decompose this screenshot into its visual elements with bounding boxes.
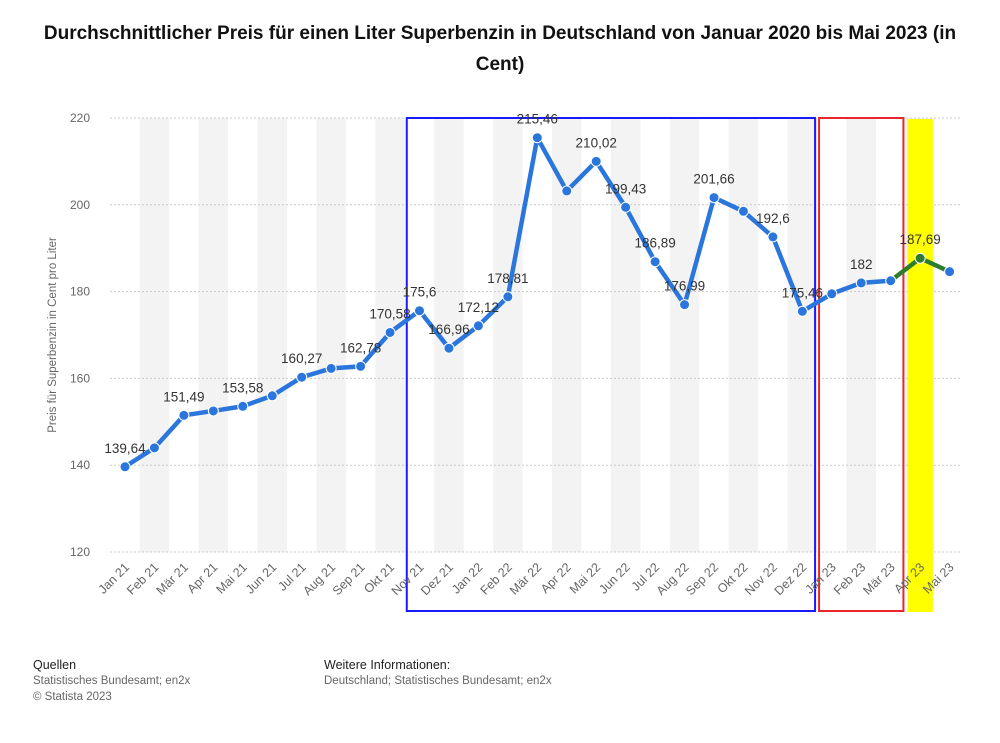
data-point: [472, 320, 484, 332]
x-tick-label: Feb 22: [478, 560, 515, 597]
data-point: [767, 231, 779, 243]
column-band: [198, 118, 229, 552]
data-label: 139,64: [104, 441, 146, 456]
data-label: 178,81: [487, 271, 528, 286]
column-band: [669, 118, 700, 552]
sources-block: Quellen Statistisches Bundesamt; en2x © …: [33, 657, 190, 705]
data-point: [561, 185, 573, 197]
sources-label: Quellen: [33, 658, 77, 672]
data-point: [826, 288, 838, 300]
data-label: 210,02: [576, 135, 617, 150]
x-tick-label: Dez 21: [418, 560, 456, 598]
column-band: [316, 118, 346, 552]
annotation-box: [405, 117, 817, 612]
data-point: [119, 461, 131, 473]
highlight-box: [907, 119, 933, 612]
column-band: [493, 118, 523, 552]
data-point: [148, 442, 160, 454]
x-tick-label: Mär 23: [860, 560, 897, 597]
data-label: 215,46: [517, 112, 558, 127]
x-tick-label: Feb 21: [124, 560, 161, 597]
x-tick-label: Mai 21: [213, 560, 249, 596]
data-label: 160,27: [281, 351, 322, 366]
data-label: 170,58: [369, 306, 410, 321]
data-label: 186,89: [634, 236, 675, 251]
column-band: [139, 118, 170, 552]
data-label: 192,6: [756, 211, 790, 226]
data-point: [708, 192, 720, 204]
data-label: 172,12: [458, 300, 499, 315]
data-point: [855, 277, 867, 289]
column-band: [787, 118, 818, 552]
info-text: Deutschland; Statistisches Bundesamt; en…: [324, 675, 552, 687]
annotation-box: [818, 117, 905, 612]
data-point: [796, 305, 808, 317]
data-point: [237, 400, 249, 412]
y-tick-label: 180: [70, 285, 90, 299]
column-band: [728, 118, 759, 552]
y-axis-label: Preis für Superbenzin in Cent pro Liter: [47, 237, 59, 433]
data-point: [531, 132, 543, 144]
data-point: [737, 205, 749, 217]
chart-title: Durchschnittlicher Preis für einen Liter…: [43, 23, 957, 75]
x-tick-label: Jun 21: [243, 560, 279, 596]
sources-text: Statistisches Bundesamt; en2x: [33, 675, 191, 687]
data-point: [944, 266, 956, 278]
x-tick-label: Jun 22: [596, 560, 632, 596]
x-tick-label: Sep 22: [683, 560, 721, 598]
x-tick-label: Mai 22: [567, 560, 603, 596]
data-label: 153,58: [222, 380, 263, 395]
info-block: Weitere Informationen: Deutschland; Stat…: [324, 657, 552, 689]
y-tick-label: 120: [70, 545, 90, 559]
info-label: Weitere Informationen:: [324, 658, 451, 672]
x-tick-label: Apr 21: [185, 560, 221, 596]
x-tick-label: Aug 22: [654, 560, 692, 598]
data-point: [178, 409, 190, 421]
data-label: 176,99: [664, 279, 705, 294]
x-tick-label: Nov 22: [742, 560, 780, 598]
column-band: [257, 118, 287, 552]
data-point: [914, 252, 926, 264]
data-label: 175,6: [403, 285, 437, 300]
y-tick-label: 160: [70, 371, 90, 385]
data-point: [649, 256, 661, 268]
data-label: 182: [850, 257, 873, 272]
y-tick-label: 200: [70, 198, 90, 212]
x-tick-label: Feb 23: [831, 560, 868, 597]
x-tick-label: Mär 21: [154, 560, 191, 597]
column-band: [846, 118, 876, 552]
data-label: 187,69: [900, 232, 941, 247]
data-point: [679, 299, 691, 311]
data-point: [355, 360, 367, 372]
data-label: 162,78: [340, 340, 381, 355]
data-label: 201,66: [693, 172, 734, 187]
data-label: 175,46: [782, 285, 823, 300]
data-point: [590, 155, 602, 167]
x-tick-label: Sep 21: [330, 560, 368, 598]
x-tick-label: Aug 21: [300, 560, 338, 598]
data-point: [384, 326, 396, 338]
x-tick-label: Apr 22: [538, 560, 574, 596]
data-point: [207, 405, 219, 417]
data-point: [620, 201, 632, 213]
data-point: [502, 291, 514, 303]
x-tick-label: Dez 22: [772, 560, 810, 598]
data-point: [325, 362, 337, 374]
data-point: [885, 275, 897, 287]
data-point: [414, 305, 425, 317]
y-tick-label: 220: [70, 111, 90, 125]
data-label: 151,49: [163, 389, 204, 404]
x-tick-label: Mär 22: [507, 560, 544, 597]
data-label: 199,43: [605, 181, 646, 196]
copyright-text: © Statista 2023: [33, 691, 112, 703]
data-point: [443, 342, 455, 354]
y-tick-label: 140: [70, 458, 90, 472]
data-label: 166,96: [428, 322, 469, 337]
data-point: [266, 390, 278, 402]
data-point: [296, 371, 308, 383]
